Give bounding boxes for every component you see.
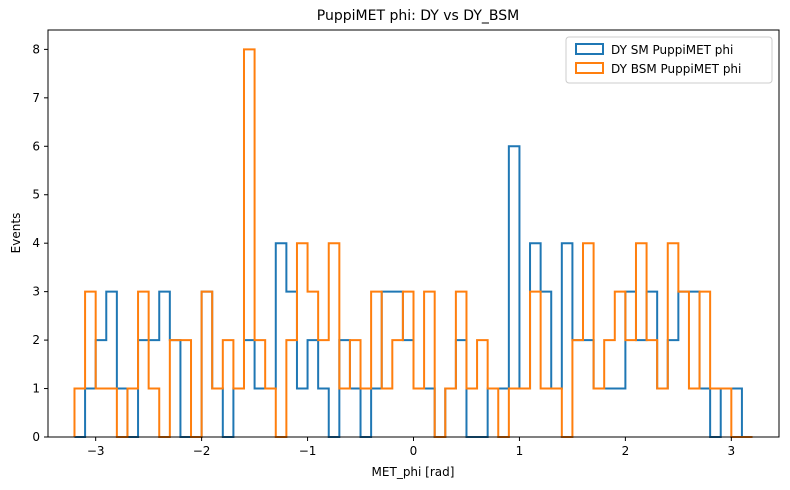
y-tick-label: 5: [32, 188, 40, 202]
legend-label: DY SM PuppiMET phi: [611, 43, 733, 57]
y-tick-label: 6: [32, 139, 40, 153]
x-tick-label: 2: [622, 444, 630, 458]
legend-frame: [565, 36, 773, 84]
x-axis: −3 −2 −1 0 1 2 3: [87, 437, 735, 458]
x-tick-label: 3: [728, 444, 736, 458]
y-tick-label: 3: [32, 285, 40, 299]
x-axis-label: MET_phi [rad]: [372, 465, 455, 479]
chart-title: PuppiMET phi: DY vs DY_BSM: [317, 8, 519, 24]
x-tick-label: 1: [516, 444, 524, 458]
x-tick-label: −3: [87, 444, 105, 458]
y-axis-label: Events: [9, 213, 23, 254]
histogram-series-dy-bsm: [73, 48, 753, 438]
y-axis: 0 1 2 3 4 5 6 7 8: [32, 42, 48, 444]
x-tick-label: −1: [299, 444, 317, 458]
legend-swatch: [575, 62, 604, 74]
y-tick-label: 0: [32, 430, 40, 444]
legend-label: DY BSM PuppiMET phi: [611, 62, 741, 76]
y-tick-label: 2: [32, 333, 40, 347]
legend: DY SM PuppiMET phi DY BSM PuppiMET phi: [565, 36, 773, 84]
plot-area: [73, 48, 753, 438]
legend-swatch: [575, 43, 604, 55]
x-tick-label: 0: [410, 444, 418, 458]
y-tick-label: 7: [32, 91, 40, 105]
y-tick-label: 1: [32, 382, 40, 396]
y-tick-label: 8: [32, 42, 40, 56]
x-tick-label: −2: [193, 444, 211, 458]
y-tick-label: 4: [32, 236, 40, 250]
